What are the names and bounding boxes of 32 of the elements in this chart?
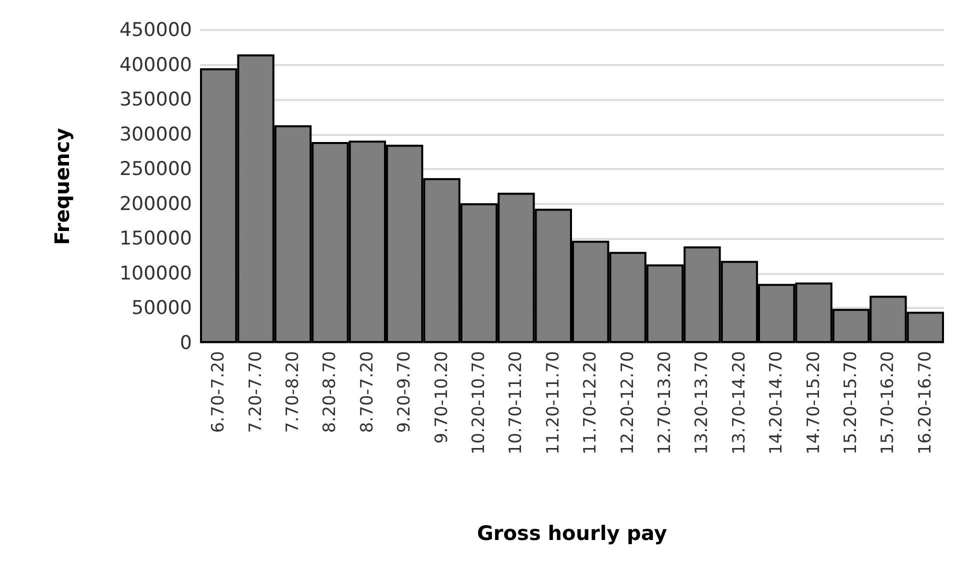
x-tick-label: 14.70-15.20 bbox=[804, 351, 824, 454]
x-tick-label: 16.20-16.70 bbox=[915, 351, 936, 454]
x-tick-label: 13.70-14.20 bbox=[729, 351, 750, 454]
x-tick-label: 7.70-8.20 bbox=[283, 351, 303, 433]
y-tick-label: 350000 bbox=[119, 88, 192, 111]
x-tick-label: 8.20-8.70 bbox=[320, 351, 340, 433]
x-tick-label: 14.20-14.70 bbox=[766, 351, 787, 454]
x-tick-label: 11.70-12.20 bbox=[580, 351, 601, 454]
x-tick-label: 6.70-7.20 bbox=[208, 351, 229, 433]
y-tick-label: 150000 bbox=[119, 228, 192, 250]
x-tick-label: 9.20-9.70 bbox=[394, 351, 415, 433]
x-tick-label: 10.70-11.20 bbox=[506, 351, 526, 454]
x-tick-label: 15.70-16.20 bbox=[878, 351, 898, 454]
y-tick-label: 250000 bbox=[119, 158, 192, 180]
x-tick-label: 8.70-7.20 bbox=[357, 351, 378, 433]
x-tick-label: 10.20-10.70 bbox=[469, 351, 489, 454]
x-tick-label: 13.20-13.70 bbox=[692, 351, 712, 454]
x-tick-label: 11.20-11.70 bbox=[543, 351, 564, 454]
y-tick-label: 450000 bbox=[119, 19, 192, 41]
x-tick-label: 7.20-7.70 bbox=[246, 351, 266, 433]
y-axis-title: Frequency bbox=[50, 128, 74, 246]
x-tick-label: 15.20-15.70 bbox=[841, 351, 861, 454]
y-tick-label: 300000 bbox=[119, 123, 192, 146]
y-tick-label: 400000 bbox=[119, 54, 192, 76]
y-tick-label: 50000 bbox=[132, 297, 192, 320]
x-tick-label: 9.70-10.20 bbox=[432, 351, 452, 444]
x-tick-label: 12.70-13.20 bbox=[655, 351, 675, 454]
x-tick-label: 12.20-12.70 bbox=[618, 351, 638, 454]
y-tick-label: 0 bbox=[180, 332, 192, 354]
y-tick-label: 100000 bbox=[119, 262, 192, 284]
y-tick-label: 200000 bbox=[119, 192, 192, 215]
x-axis-title: Gross hourly pay bbox=[477, 521, 667, 545]
